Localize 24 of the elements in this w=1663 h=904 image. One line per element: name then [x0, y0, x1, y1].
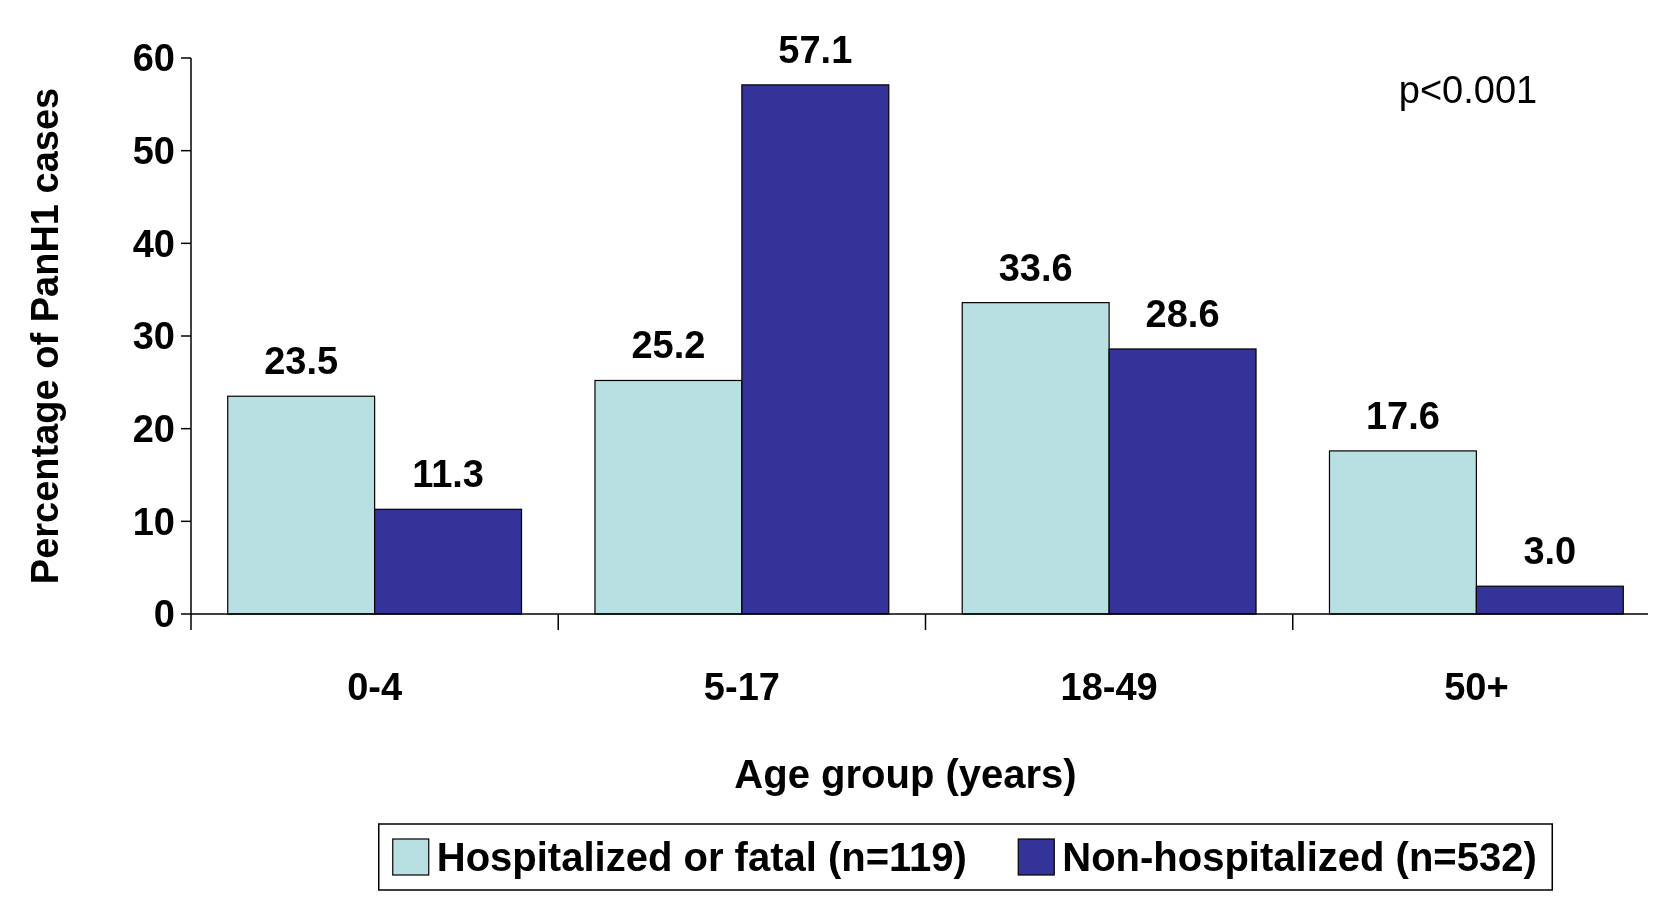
data-label: 28.6 [1145, 292, 1220, 335]
annotation: p<0.001 [1398, 69, 1538, 111]
y-axis-title: Percentage of PanH1 cases [24, 87, 66, 585]
legend-label: Non-hospitalized (n=532) [1062, 835, 1537, 879]
data-label: 57.1 [778, 28, 853, 71]
y-tick-label: 10 [132, 500, 175, 543]
data-label: 25.2 [631, 324, 706, 367]
data-label: 11.3 [412, 453, 485, 496]
data-label: 33.6 [998, 246, 1073, 289]
y-tick-label: 40 [132, 222, 175, 265]
data-label: 17.6 [1365, 394, 1440, 437]
x-tick-label: 50+ [1444, 666, 1509, 708]
y-tick-label: 60 [132, 37, 175, 80]
y-tick-label: 50 [132, 129, 175, 172]
x-tick-label: 5-17 [703, 666, 780, 708]
data-label: 23.5 [264, 340, 339, 383]
data-label: 3.0 [1523, 530, 1577, 573]
x-axis-title: Age group (years) [734, 752, 1077, 796]
y-tick-label: 0 [153, 593, 175, 636]
x-tick-label: 18-49 [1060, 666, 1158, 708]
legend-label: Hospitalized or fatal (n=119) [436, 835, 967, 879]
y-tick-label: 20 [132, 407, 175, 450]
x-tick-label: 0-4 [347, 666, 403, 708]
y-tick-label: 30 [132, 315, 175, 358]
